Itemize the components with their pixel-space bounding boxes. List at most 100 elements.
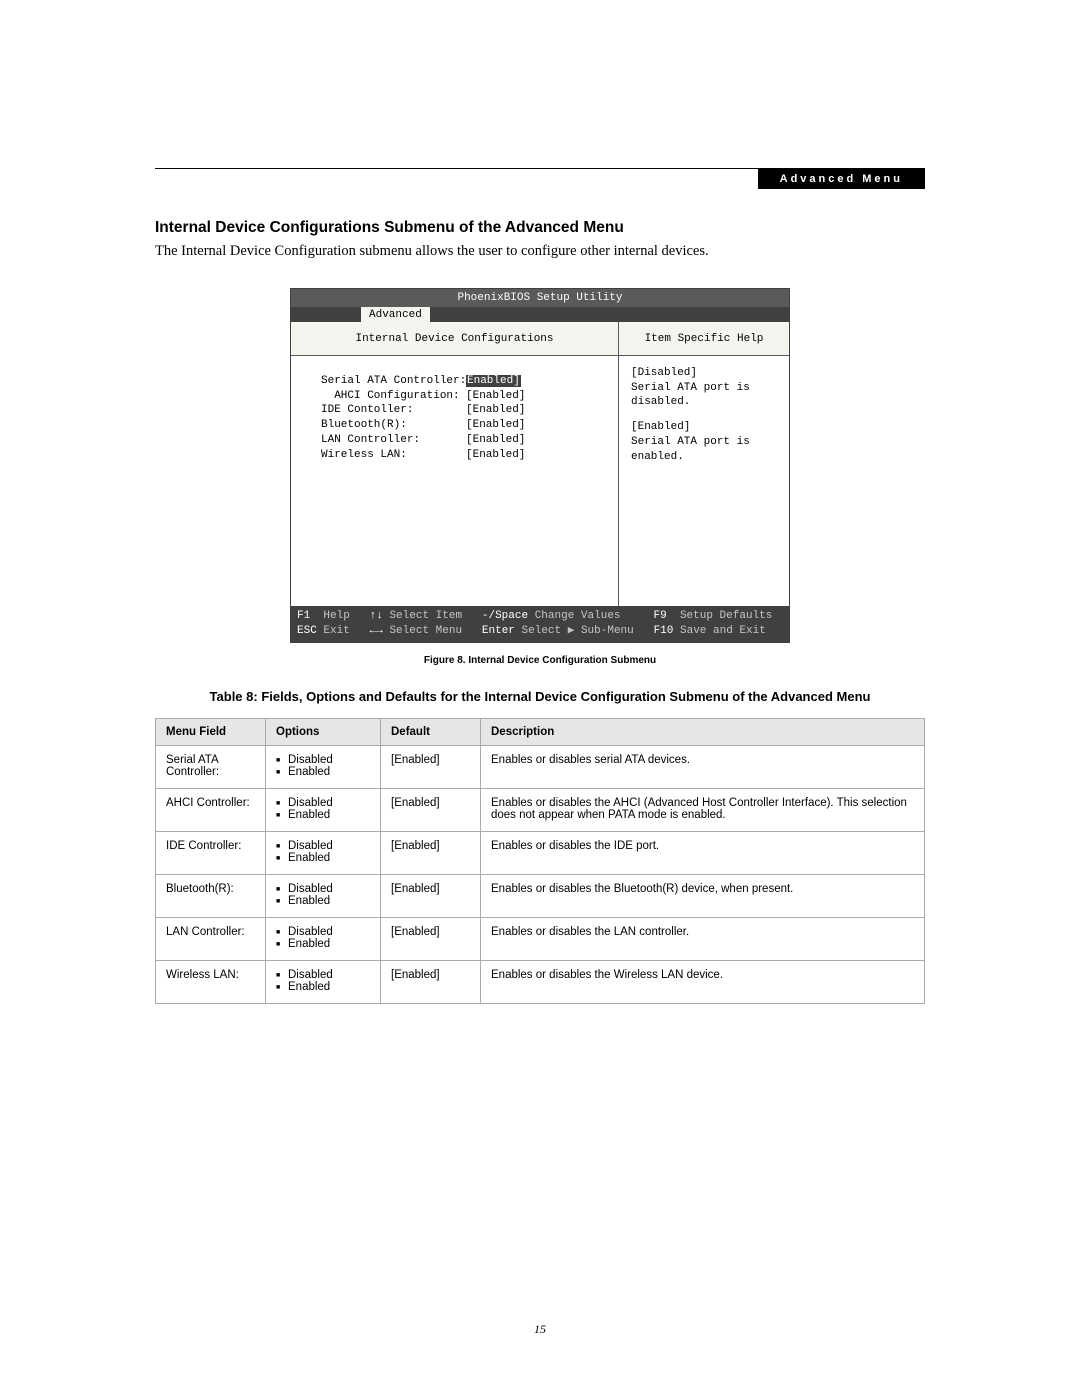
bios-option-row[interactable]: LAN Controller:[Enabled] [321,433,618,448]
option-item: Disabled [276,883,370,895]
cell-description: Enables or disables the Bluetooth(R) dev… [481,874,925,917]
option-item: Enabled [276,766,370,778]
bios-option-row[interactable]: AHCI Configuration:[Enabled] [321,389,618,404]
cell-options: DisabledEnabled [266,960,381,1003]
bios-option-label: Serial ATA Controller: [321,374,466,389]
table-row: AHCI Controller:DisabledEnabled[Enabled]… [156,788,925,831]
option-item: Enabled [276,895,370,907]
table-title: Table 8: Fields, Options and Defaults fo… [155,688,925,706]
bios-option-value[interactable]: [Enabled] [466,404,525,416]
cell-description: Enables or disables the IDE port. [481,831,925,874]
cell-default: [Enabled] [381,874,481,917]
option-item: Enabled [276,809,370,821]
bios-option-label: Bluetooth(R): [321,418,466,433]
cell-default: [Enabled] [381,745,481,788]
cell-menu-field: IDE Controller: [156,831,266,874]
fkey-leftright-label: Select Menu [389,625,462,637]
cell-default: [Enabled] [381,831,481,874]
fkey-space-label: Change Values [535,610,621,622]
cell-options: DisabledEnabled [266,917,381,960]
top-rule: Advanced Menu [155,168,925,169]
bios-window: PhoenixBIOS Setup Utility Advanced Inter… [290,288,790,643]
page-number: 15 [0,1322,1080,1337]
cell-menu-field: Wireless LAN: [156,960,266,1003]
bios-option-label: Wireless LAN: [321,448,466,463]
cell-options: DisabledEnabled [266,788,381,831]
fkey-updown: ↑↓ [370,610,383,622]
option-item: Enabled [276,852,370,864]
bios-option-row[interactable]: Wireless LAN:[Enabled] [321,448,618,463]
cell-options: DisabledEnabled [266,874,381,917]
bios-help-text: [Disabled] Serial ATA port is disabled. [631,366,779,411]
cell-description: Enables or disables the LAN controller. [481,917,925,960]
bios-option-value[interactable]: [Enabled] [466,434,525,446]
bios-tab-advanced[interactable]: Advanced [361,307,430,324]
th-menu: Menu Field [156,718,266,745]
cell-menu-field: Serial ATA Controller: [156,745,266,788]
figure-caption: Figure 8. Internal Device Configuration … [155,655,925,666]
fkey-leftright: ←→ [370,625,383,637]
bios-option-label: AHCI Configuration: [321,389,466,404]
page: Advanced Menu Internal Device Configurat… [0,0,1080,1397]
fkey-f9: F9 [654,610,667,622]
fkey-esc: ESC [297,625,317,637]
fkey-space: -/Space [482,610,528,622]
bios-option-value[interactable]: [Enabled] [466,419,525,431]
cell-options: DisabledEnabled [266,831,381,874]
bios-content: Serial ATA Controller:Enabled] AHCI Conf… [291,356,789,606]
options-table: Menu Field Options Default Description S… [155,718,925,1004]
fkey-enter: Enter [482,625,515,637]
bios-option-row[interactable]: Serial ATA Controller:Enabled] [321,374,618,389]
bios-option-value[interactable]: [Enabled] [466,449,525,461]
bios-title: PhoenixBIOS Setup Utility [291,289,789,307]
option-item: Disabled [276,969,370,981]
bios-right-heading: Item Specific Help [619,322,789,356]
fkey-f1-label: Help [323,610,349,622]
table-row: Serial ATA Controller:DisabledEnabled[En… [156,745,925,788]
option-item: Enabled [276,981,370,993]
bios-help-text: [Enabled] Serial ATA port is enabled. [631,420,779,465]
cell-default: [Enabled] [381,960,481,1003]
bios-left-heading: Internal Device Configurations [291,322,619,356]
cell-description: Enables or disables the Wireless LAN dev… [481,960,925,1003]
table-row: Bluetooth(R):DisabledEnabled[Enabled]Ena… [156,874,925,917]
bios-heading-row: Internal Device Configurations Item Spec… [291,322,789,356]
bios-option-row[interactable]: IDE Contoller:[Enabled] [321,403,618,418]
bios-help-pane: [Disabled] Serial ATA port is disabled. [… [619,356,789,606]
bios-option-label: LAN Controller: [321,433,466,448]
bios-tab-bar: Advanced [291,307,789,322]
bios-option-value[interactable]: [Enabled] [466,390,525,402]
table-row: Wireless LAN:DisabledEnabled[Enabled]Ena… [156,960,925,1003]
bios-option-row[interactable]: Bluetooth(R):[Enabled] [321,418,618,433]
fkey-enter-label: Select ▶ Sub-Menu [522,625,634,637]
cell-description: Enables or disables serial ATA devices. [481,745,925,788]
option-item: Disabled [276,754,370,766]
section-intro: The Internal Device Configuration submen… [155,243,925,260]
cell-menu-field: LAN Controller: [156,917,266,960]
cell-options: DisabledEnabled [266,745,381,788]
th-default: Default [381,718,481,745]
section-title: Internal Device Configurations Submenu o… [155,219,925,237]
cell-default: [Enabled] [381,788,481,831]
bios-options-pane: Serial ATA Controller:Enabled] AHCI Conf… [291,356,619,606]
cell-menu-field: Bluetooth(R): [156,874,266,917]
th-options: Options [266,718,381,745]
header-badge: Advanced Menu [758,169,925,189]
option-item: Disabled [276,840,370,852]
cell-default: [Enabled] [381,917,481,960]
fkey-f10: F10 [654,625,674,637]
fkey-f10-label: Save and Exit [680,625,766,637]
bios-option-value[interactable]: Enabled] [466,375,521,387]
fkey-updown-label: Select Item [389,610,462,622]
bios-option-label: IDE Contoller: [321,403,466,418]
fkey-f9-label: Setup Defaults [680,610,772,622]
table-row: IDE Controller:DisabledEnabled[Enabled]E… [156,831,925,874]
table-row: LAN Controller:DisabledEnabled[Enabled]E… [156,917,925,960]
cell-description: Enables or disables the AHCI (Advanced H… [481,788,925,831]
bios-footer: F1 Help ↑↓ Select Item -/Space Change Va… [291,606,789,643]
th-description: Description [481,718,925,745]
option-item: Enabled [276,938,370,950]
table-header-row: Menu Field Options Default Description [156,718,925,745]
option-item: Disabled [276,926,370,938]
cell-menu-field: AHCI Controller: [156,788,266,831]
